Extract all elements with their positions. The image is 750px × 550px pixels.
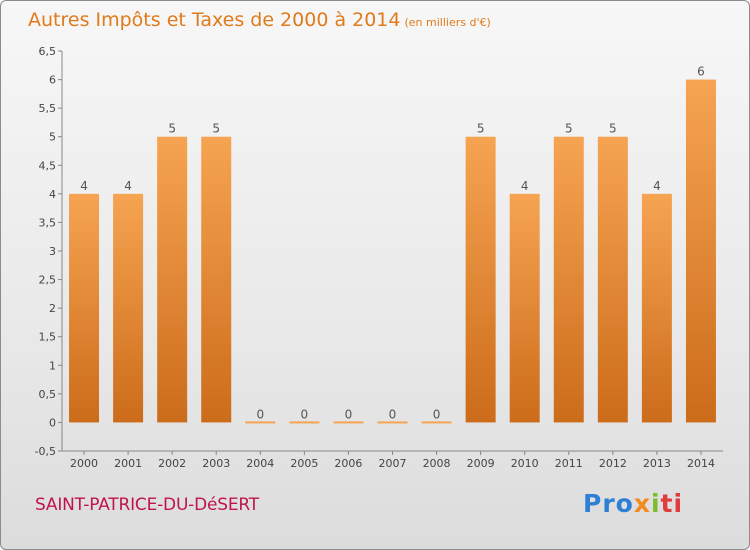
x-tick-label: 2000 xyxy=(70,457,98,470)
x-tick-label: 2004 xyxy=(246,457,274,470)
bar xyxy=(69,193,100,423)
y-tick-label: 5,5 xyxy=(39,102,57,115)
bar-value-label: 4 xyxy=(80,179,88,193)
y-tick-label: 0,5 xyxy=(39,388,57,401)
y-tick-label: 1 xyxy=(49,359,56,372)
y-tick-label: -0,5 xyxy=(35,445,56,458)
bar-value-label: 5 xyxy=(477,122,485,136)
y-tick-label: 2 xyxy=(49,302,56,315)
bar-value-label: 4 xyxy=(521,179,529,193)
bar-value-label: 5 xyxy=(565,122,573,136)
bar xyxy=(465,136,496,423)
bar-value-label: 5 xyxy=(168,122,176,136)
bar xyxy=(113,193,144,423)
bar xyxy=(597,136,628,423)
x-tick-label: 2003 xyxy=(202,457,230,470)
bar-value-label: 5 xyxy=(609,122,617,136)
x-tick-label: 2011 xyxy=(555,457,583,470)
bar-value-label: 0 xyxy=(389,407,397,421)
bar xyxy=(421,421,452,424)
x-tick-label: 2005 xyxy=(290,457,318,470)
y-tick-label: 1,5 xyxy=(39,331,57,344)
y-tick-label: 2,5 xyxy=(39,274,57,287)
bar-value-label: 6 xyxy=(697,65,705,79)
bar-value-label: 4 xyxy=(124,179,132,193)
y-tick-label: 4,5 xyxy=(39,159,57,172)
x-tick-label: 2001 xyxy=(114,457,142,470)
bar-value-label: 0 xyxy=(345,407,353,421)
y-tick-label: 6 xyxy=(49,74,56,87)
bar xyxy=(641,193,672,423)
x-tick-label: 2012 xyxy=(599,457,627,470)
x-tick-label: 2014 xyxy=(687,457,715,470)
bar xyxy=(553,136,584,423)
y-tick-label: 4 xyxy=(49,188,56,201)
x-tick-label: 2002 xyxy=(158,457,186,470)
bar xyxy=(685,79,716,423)
proxiti-logo: Proxiti xyxy=(583,489,683,518)
bar xyxy=(377,421,408,424)
bar xyxy=(157,136,188,423)
logo-part-3: i xyxy=(650,489,661,518)
y-tick-label: 6,5 xyxy=(39,45,57,58)
y-tick-label: 3,5 xyxy=(39,216,57,229)
bar-value-label: 0 xyxy=(433,407,441,421)
y-tick-label: 3 xyxy=(49,245,56,258)
x-tick-label: 2013 xyxy=(643,457,671,470)
bar xyxy=(245,421,276,424)
x-tick-label: 2010 xyxy=(511,457,539,470)
bar-value-label: 5 xyxy=(212,122,220,136)
chart-title: Autres Impôts et Taxes de 2000 à 2014 (en… xyxy=(28,9,491,31)
y-tick-label: 0 xyxy=(49,416,56,429)
x-tick-label: 2007 xyxy=(379,457,407,470)
bar xyxy=(201,136,232,423)
chart-title-text: Autres Impôts et Taxes de 2000 à 2014 xyxy=(28,9,401,31)
x-tick-label: 2008 xyxy=(423,457,451,470)
bar-value-label: 4 xyxy=(653,179,661,193)
bar xyxy=(509,193,540,423)
x-tick-label: 2006 xyxy=(334,457,362,470)
bar-value-label: 0 xyxy=(256,407,264,421)
y-tick-label: 5 xyxy=(49,131,56,144)
commune-name: SAINT-PATRICE-DU-DéSERT xyxy=(35,495,259,515)
bar xyxy=(333,421,364,424)
bar-value-label: 0 xyxy=(301,407,309,421)
x-tick-label: 2009 xyxy=(467,457,495,470)
logo-part-2: x xyxy=(633,489,651,518)
logo-part-1: Pro xyxy=(583,489,634,518)
chart-subtitle: (en milliers d'€) xyxy=(404,16,491,29)
logo-part-4: ti xyxy=(660,489,684,518)
bar xyxy=(289,421,320,424)
